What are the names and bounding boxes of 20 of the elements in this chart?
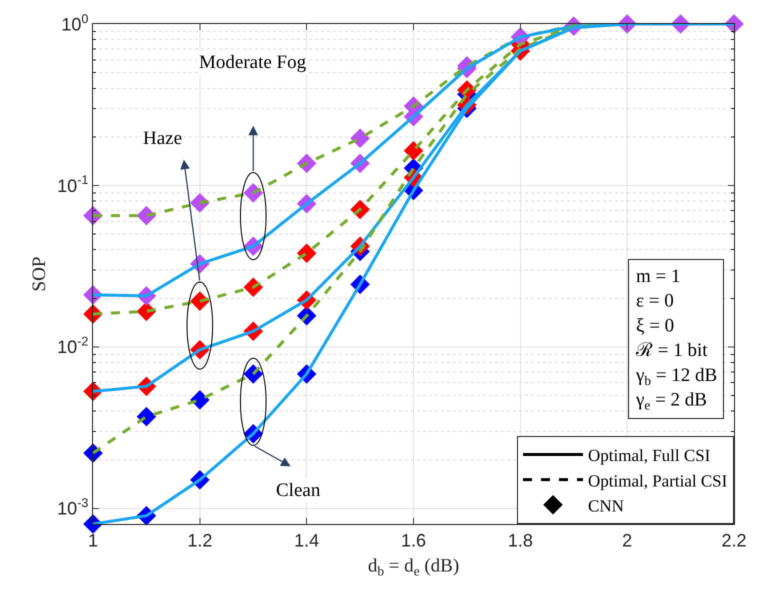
x-tick-label: 1.2 <box>187 530 212 551</box>
x-tick-label: 1.8 <box>508 530 533 551</box>
annotation: Clean <box>276 480 321 501</box>
x-tick-label: 1.6 <box>400 530 426 551</box>
legend-label: CNN <box>588 496 624 516</box>
annotation: Haze <box>143 128 182 149</box>
y-tick-label: 10$^{-2}$ <box>57 334 88 358</box>
y-axis-title: SOP <box>29 256 50 292</box>
y-tick-label: 10$^{-3}$ <box>57 496 88 519</box>
annotation: Moderate Fog <box>199 52 307 73</box>
x-tick-label: 2.2 <box>721 530 747 551</box>
legend-label: Optimal, Partial CSI <box>588 471 728 490</box>
x-axis-title: d$_{b}$ = d$_{e}$ (dB) <box>368 555 460 578</box>
y-tick-label: 10$^{-1}$ <box>57 173 88 196</box>
legend-label: Optimal, Full CSI <box>588 446 711 466</box>
y-tick-label: 10$^{0}$ <box>61 12 88 34</box>
x-tick-label: 1 <box>88 530 98 551</box>
x-tick-label: 1.4 <box>294 530 320 551</box>
text: m = 1 ε = 0 ξ = 0 ℛ = 1 bit γ$_{b}$ = 12 dB γ$_{e}$ = 2 dB <box>636 266 718 412</box>
x-tick-label: 2 <box>622 530 632 551</box>
